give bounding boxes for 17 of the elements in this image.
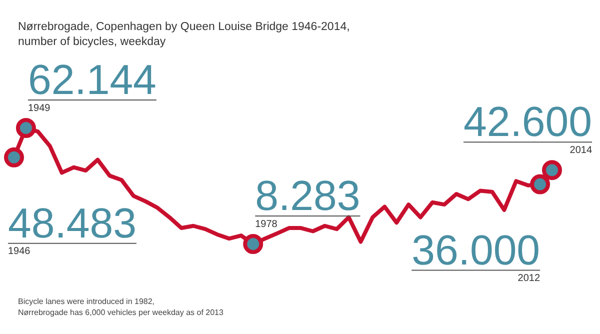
annotation: 1978 bbox=[255, 218, 278, 230]
data-label: 42.600 bbox=[464, 98, 592, 146]
text: 2012 bbox=[518, 273, 540, 284]
data-label: 8.283 bbox=[255, 172, 360, 219]
text: 2014 bbox=[570, 144, 592, 156]
text: 1949 bbox=[28, 102, 51, 114]
data-label: 62.144 bbox=[28, 56, 156, 103]
text: 1946 bbox=[8, 246, 31, 258]
point bbox=[542, 160, 562, 180]
point bbox=[16, 118, 36, 138]
point bbox=[243, 234, 264, 254]
data-label: 48.483 bbox=[8, 199, 136, 246]
text: Bicycle lanes were introduced in 1982, Nørrebrogade has 6,000 vehicles per weekday as of 2013 bbox=[18, 296, 224, 318]
data-label: 36.000 bbox=[412, 226, 540, 274]
chart-title: Nørrebrogade, Copenhagen by Queen Louise Bridge 1946-2014, number of bicycles, weekday bbox=[18, 20, 350, 50]
point bbox=[530, 174, 550, 194]
point bbox=[4, 147, 24, 168]
